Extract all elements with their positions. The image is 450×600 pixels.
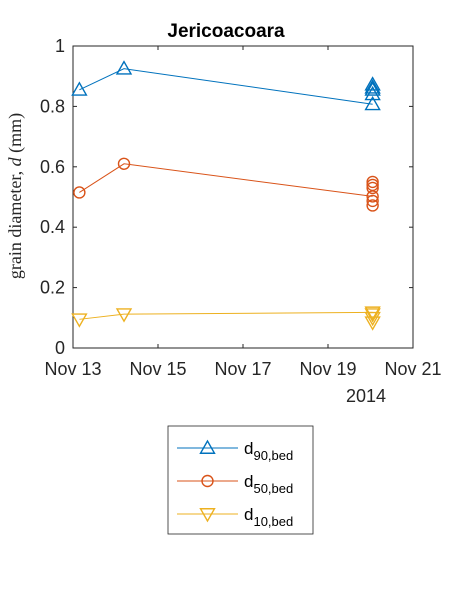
y-tick-label: 0.4 <box>40 217 65 237</box>
plot-frame <box>72 45 414 349</box>
chart-title: Jericoacoara <box>167 21 285 42</box>
data-point-d10-bed <box>364 308 381 323</box>
x-axis-year-label: 2014 <box>346 386 386 406</box>
legend-label-main: d <box>244 505 253 524</box>
series-d90-bed <box>71 60 381 111</box>
data-point-d10-bed <box>364 311 381 327</box>
data-point-d90-bed <box>364 79 381 94</box>
data-point-d50-bed <box>366 194 379 208</box>
data-point-d90-bed <box>364 95 381 111</box>
y-tick-label: 0.6 <box>40 157 65 177</box>
data-point-d50-bed <box>366 178 379 192</box>
legend-label-d90-bed: d90,bed <box>244 439 293 463</box>
data-point-d90-bed <box>364 76 381 91</box>
legend-label-main: d <box>244 439 253 458</box>
series-line-d50-bed <box>79 163 373 197</box>
series-d10-bed <box>71 306 381 331</box>
data-point-d90-bed <box>115 60 133 75</box>
legend-label-d50-bed: d50,bed <box>244 472 293 496</box>
data-point-d90-bed <box>364 81 381 96</box>
plot-axes: 0 0.2 0.4 0.6 0.8 1 Nov 13 Nov 15 Nov 17 Nov 19 No… <box>40 36 442 379</box>
x-tick-label: Nov 21 <box>384 359 441 379</box>
y-axis-label-symbol: d <box>5 156 25 166</box>
legend-label-d10-bed: d10,bed <box>244 505 293 529</box>
series-line-d90-bed <box>79 68 373 105</box>
y-axis-label-unit: (mm) <box>5 113 26 158</box>
y-axis-label-text: grain diameter, <box>5 166 25 279</box>
legend-marker-d90-bed <box>199 439 216 454</box>
legend-marker-d10-bed <box>199 508 216 523</box>
y-tick-label: 1 <box>55 36 65 56</box>
data-point-d10-bed <box>71 313 88 328</box>
data-point-d50-bed <box>117 157 131 170</box>
legend-marker-d50-bed <box>201 474 214 488</box>
x-tick-label: Nov 19 <box>299 359 356 379</box>
legend-label-subscript: 90,bed <box>253 448 293 463</box>
data-point-d10-bed <box>115 308 133 323</box>
legend-label-subscript: 10,bed <box>253 514 293 529</box>
x-tick-label: Nov 17 <box>214 359 271 379</box>
y-tick-label: 0.8 <box>40 96 65 116</box>
data-point-d50-bed <box>366 199 379 212</box>
y-axis-label: grain diameter, d (mm) <box>5 113 26 279</box>
data-point-d50-bed <box>366 181 379 195</box>
legend-label-main: d <box>244 472 253 491</box>
data-point-d10-bed <box>364 306 381 321</box>
series-line-d10-bed <box>79 311 373 320</box>
data-point-d50-bed <box>366 175 379 189</box>
data-point-d90-bed <box>71 81 88 96</box>
y-tick-label: 0 <box>55 338 65 358</box>
y-tick-label: 0.2 <box>40 278 65 298</box>
data-point-d50-bed <box>73 186 86 199</box>
data-point-d10-bed <box>364 316 381 331</box>
legend-label-subscript: 50,bed <box>253 481 293 496</box>
x-tick-label: Nov 13 <box>44 359 101 379</box>
series-d50-bed <box>73 157 379 212</box>
x-tick-label: Nov 15 <box>129 359 186 379</box>
series-layer <box>71 60 381 331</box>
legend-box <box>167 425 314 535</box>
